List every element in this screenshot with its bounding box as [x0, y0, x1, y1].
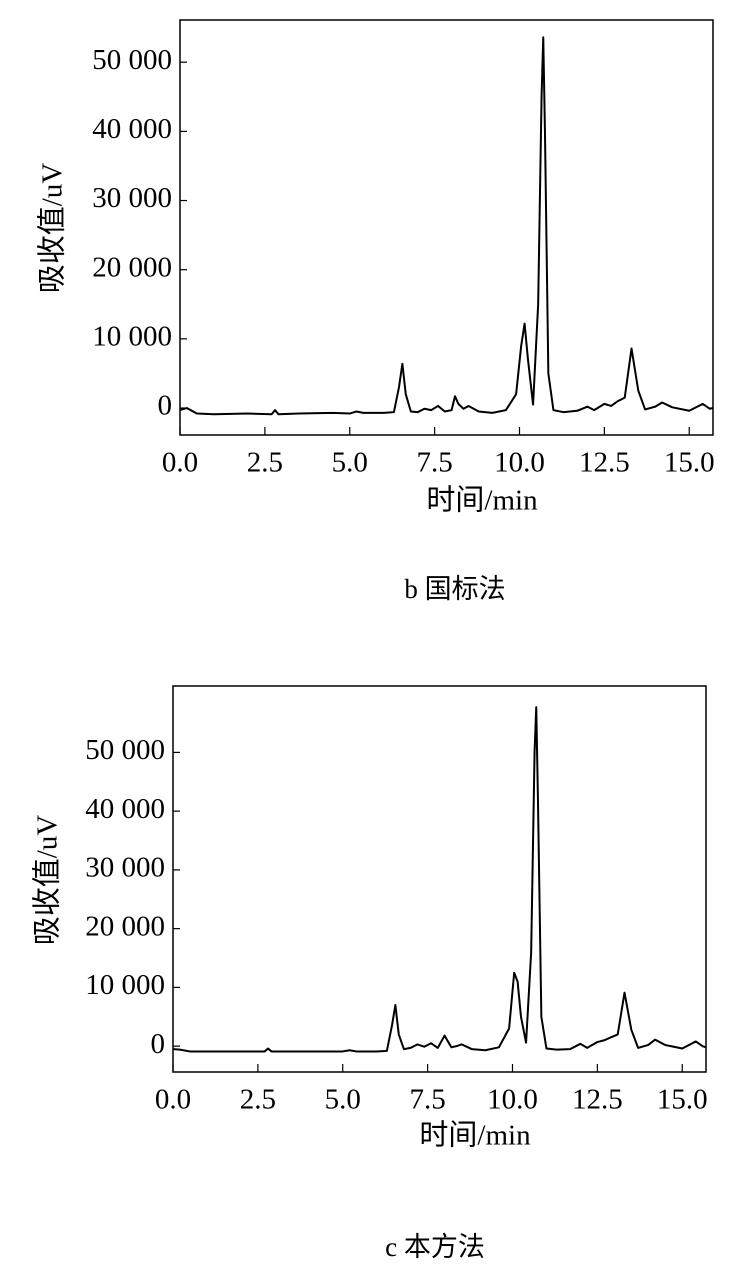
x-axis-label: 时间/min	[419, 1119, 531, 1152]
y-tick-label: 20 000	[85, 910, 165, 942]
chromatogram-line	[172, 706, 707, 1053]
x-tick-label: 15.0	[664, 447, 715, 479]
x-axis-label: 时间/min	[426, 484, 538, 517]
chromatogram-line	[179, 36, 714, 416]
caption: c 本方法	[385, 1232, 485, 1262]
x-tick-label: 10.0	[494, 447, 545, 479]
x-tick-label: 2.5	[240, 1084, 276, 1116]
y-tick-label: 10 000	[92, 321, 172, 353]
y-tick-label: 0	[151, 1028, 166, 1060]
y-axis-label: 吸收值/uV	[36, 163, 69, 294]
y-tick-label: 40 000	[92, 113, 172, 145]
x-tick-label: 0.0	[155, 1084, 191, 1116]
x-tick-label: 7.5	[416, 447, 452, 479]
x-tick-label: 12.5	[579, 447, 630, 479]
caption: b 国标法	[404, 574, 505, 604]
x-tick-label: 10.0	[487, 1084, 538, 1116]
x-tick-label: 2.5	[247, 447, 283, 479]
y-tick-label: 30 000	[92, 182, 172, 214]
y-tick-label: 10 000	[85, 969, 165, 1001]
plot-frame	[179, 19, 714, 436]
plot-frame	[172, 685, 707, 1073]
x-tick-label: 0.0	[162, 447, 198, 479]
y-tick-label: 50 000	[85, 734, 165, 766]
y-tick-label: 50 000	[92, 44, 172, 76]
x-tick-label: 5.0	[332, 447, 368, 479]
x-tick-label: 12.5	[572, 1084, 623, 1116]
y-tick-label: 0	[158, 390, 173, 422]
x-tick-label: 15.0	[657, 1084, 708, 1116]
y-tick-label: 20 000	[92, 251, 172, 283]
y-axis-label: 吸收值/uV	[31, 815, 64, 946]
x-tick-label: 5.0	[325, 1084, 361, 1116]
y-tick-label: 30 000	[85, 852, 165, 884]
y-tick-label: 40 000	[85, 793, 165, 825]
x-tick-label: 7.5	[409, 1084, 445, 1116]
